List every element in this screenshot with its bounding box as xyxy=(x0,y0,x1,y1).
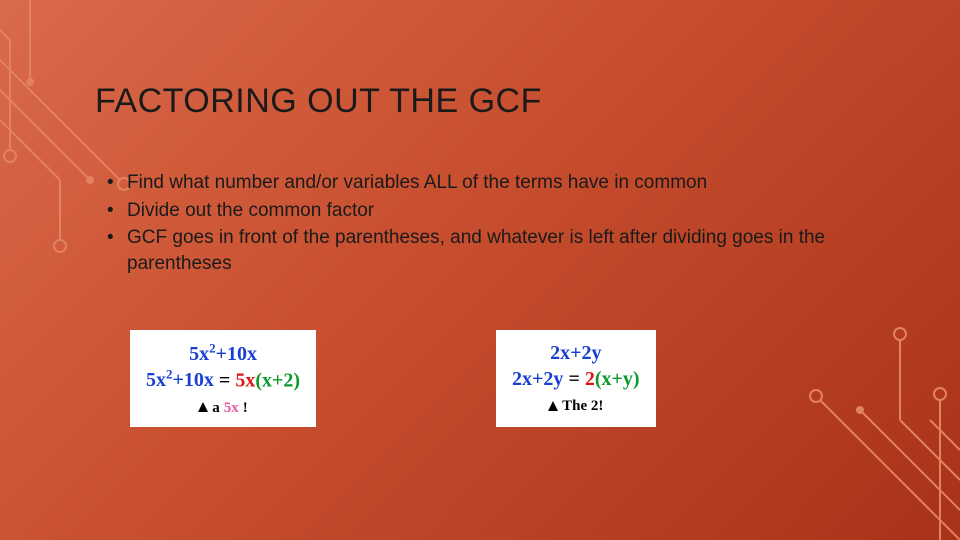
bullet-item: Divide out the common factor xyxy=(105,198,865,224)
examples-row: 5x2+10x 5x2+10x = 5x(x+2) a 5x! 2x+2y 2x… xyxy=(130,330,656,427)
example-2: 2x+2y 2x+2y = 2(x+y) The 2! xyxy=(496,330,656,427)
example-1: 5x2+10x 5x2+10x = 5x(x+2) a 5x! xyxy=(130,330,316,427)
example-1-annotation: a 5x! xyxy=(198,399,248,419)
example-2-expr: 2x+2y xyxy=(512,340,640,366)
example-1-expr: 5x2+10x xyxy=(146,340,300,367)
bullet-list: Find what number and/or variables ALL of… xyxy=(105,170,865,279)
arrow-up-icon xyxy=(548,401,558,411)
circuit-decor-bottom-right xyxy=(700,280,960,540)
example-2-factored: 2x+2y = 2(x+y) xyxy=(512,366,640,392)
bullet-item: GCF goes in front of the parentheses, an… xyxy=(105,225,865,276)
slide-title: FACTORING OUT THE GCF xyxy=(95,82,542,121)
slide: FACTORING OUT THE GCF Find what number a… xyxy=(0,0,960,540)
example-2-annotation: The 2! xyxy=(548,397,603,417)
arrow-up-icon xyxy=(198,402,208,412)
bullet-item: Find what number and/or variables ALL of… xyxy=(105,170,865,196)
example-1-factored: 5x2+10x = 5x(x+2) xyxy=(146,367,300,394)
